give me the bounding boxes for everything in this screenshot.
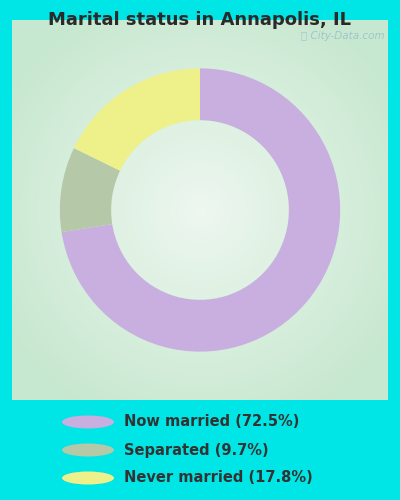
Circle shape — [62, 472, 114, 484]
Text: ⓘ City-Data.com: ⓘ City-Data.com — [301, 32, 384, 42]
Text: Separated (9.7%): Separated (9.7%) — [124, 442, 269, 458]
Wedge shape — [74, 68, 200, 170]
Wedge shape — [62, 68, 340, 352]
Text: Never married (17.8%): Never married (17.8%) — [124, 470, 313, 486]
Circle shape — [62, 444, 114, 456]
Circle shape — [62, 416, 114, 428]
Text: Now married (72.5%): Now married (72.5%) — [124, 414, 299, 430]
Text: Marital status in Annapolis, IL: Marital status in Annapolis, IL — [48, 11, 352, 29]
Wedge shape — [60, 148, 120, 232]
